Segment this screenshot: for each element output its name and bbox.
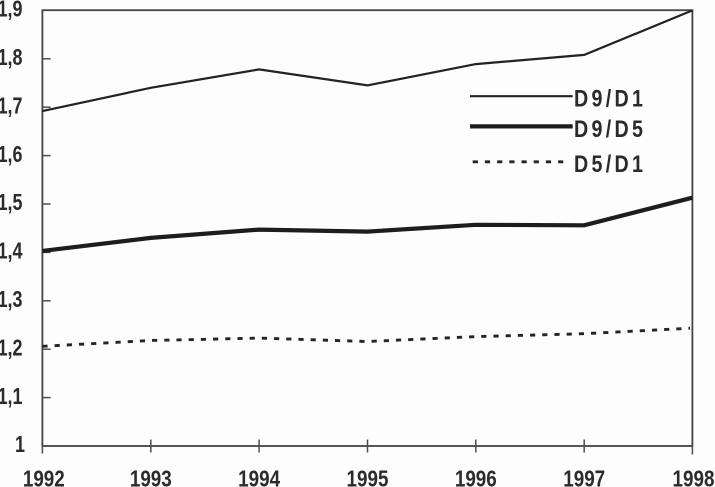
- svg-text:1,3: 1,3: [0, 287, 22, 313]
- svg-text:1,2: 1,2: [0, 335, 22, 361]
- svg-text:1996: 1996: [455, 467, 497, 487]
- svg-text:1995: 1995: [347, 467, 389, 487]
- svg-text:D9/D1: D9/D1: [574, 84, 646, 111]
- svg-text:1,9: 1,9: [0, 0, 22, 22]
- svg-text:1998: 1998: [673, 467, 715, 487]
- svg-text:1997: 1997: [563, 467, 605, 487]
- svg-text:1993: 1993: [130, 467, 172, 487]
- svg-text:1,8: 1,8: [0, 45, 22, 71]
- svg-text:1,4: 1,4: [0, 239, 23, 265]
- svg-text:1992: 1992: [23, 467, 65, 487]
- svg-text:1994: 1994: [238, 467, 280, 487]
- svg-text:1: 1: [15, 432, 25, 458]
- svg-text:1,1: 1,1: [0, 384, 22, 410]
- svg-text:1,6: 1,6: [0, 142, 22, 168]
- svg-text:D9/D5: D9/D5: [574, 115, 646, 142]
- svg-text:1,7: 1,7: [0, 93, 22, 119]
- svg-text:1,5: 1,5: [0, 190, 22, 216]
- svg-text:D5/D1: D5/D1: [574, 150, 646, 177]
